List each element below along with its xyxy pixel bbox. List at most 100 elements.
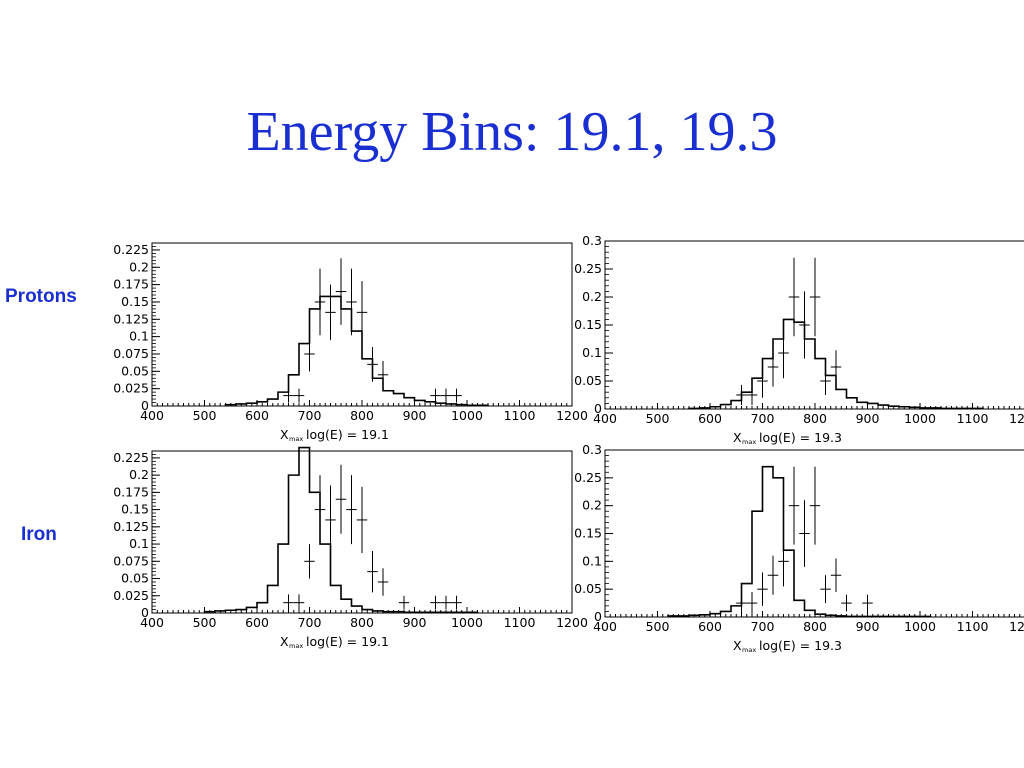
data-point [367, 347, 378, 382]
data-point [440, 595, 452, 610]
x-tick-label: 700 [298, 615, 322, 630]
data-point [862, 594, 873, 612]
data-point [778, 536, 789, 587]
x-axis-label-sub: max [742, 646, 756, 654]
data-point [788, 466, 800, 545]
y-tick-label: 0.25 [574, 470, 602, 485]
x-tick-label: 1100 [504, 408, 536, 423]
x-axis-label-sub: max [742, 438, 756, 446]
slide-title: Energy Bins: 19.1, 19.3 [246, 101, 778, 163]
histogram-chart-protons-19-1: 400 500 600 700 800 900 1000 1100 1200 0 0.025 0.05… [113, 242, 588, 443]
y-tick-label: 0.225 [113, 450, 149, 465]
data-point [304, 336, 315, 372]
y-tick-label: 0 [594, 609, 602, 624]
data-point [809, 257, 821, 337]
y-tick-label: 0.25 [574, 261, 602, 276]
data-point [788, 257, 800, 337]
data-point [820, 367, 831, 395]
x-tick-label: 1000 [904, 619, 936, 634]
x-axis-label-sub: max [289, 435, 303, 443]
y-tick-label: 0.175 [113, 484, 149, 499]
y-tick-label: 0.175 [113, 277, 149, 292]
y-tick-label: 0.225 [113, 242, 149, 257]
x-tick-label: 700 [751, 619, 775, 634]
data-point [841, 594, 852, 612]
y-tick-label: 0.05 [121, 571, 149, 586]
data-point [757, 364, 768, 398]
x-tick-label: 400 [140, 408, 164, 423]
y-tick-label: 0.15 [121, 502, 149, 517]
data-point [736, 384, 747, 406]
y-tick-label: 0.3 [582, 233, 602, 248]
x-tick-label: 800 [803, 619, 827, 634]
x-axis-label-x: X [733, 430, 742, 445]
data-point [778, 327, 789, 379]
y-tick-label: 0.15 [574, 526, 602, 541]
y-tick-label: 0.125 [113, 311, 149, 326]
x-tick-label: 500 [193, 408, 217, 423]
x-tick-label: 800 [350, 408, 374, 423]
y-tick-label: 0.2 [582, 289, 602, 304]
x-tick-label: 800 [350, 615, 374, 630]
panel-iron-19-3: 400 500 600 700 800 900 1000 1100 1200 0 0.05 0.1 0.… [555, 441, 1024, 654]
y-tick-label: 0.075 [113, 553, 149, 568]
data-point [356, 281, 368, 344]
data-point [367, 550, 378, 593]
data-point [335, 464, 347, 534]
data-point [430, 388, 441, 403]
x-axis-label-x: X [280, 634, 289, 649]
data-point [325, 284, 336, 341]
x-tick-label: 700 [751, 411, 775, 426]
x-tick-label: 700 [298, 408, 322, 423]
y-tick-label: 0 [141, 398, 149, 413]
y-tick-label: 0 [594, 401, 602, 416]
x-tick-label: 900 [856, 411, 880, 426]
x-tick-label: 1200 [1009, 411, 1024, 426]
x-tick-label: 1000 [904, 411, 936, 426]
data-point [377, 568, 389, 596]
y-tick-label: 0.15 [574, 317, 602, 332]
x-tick-label: 1100 [957, 411, 989, 426]
histogram-series-line [667, 465, 932, 618]
data-point [830, 350, 842, 384]
x-tick-label: 1200 [1009, 619, 1024, 634]
data-point [430, 595, 441, 610]
y-tick-label: 0.025 [113, 588, 149, 603]
data-point [293, 388, 305, 403]
data-point [314, 268, 326, 336]
data-point [283, 388, 294, 403]
data-point [283, 594, 294, 611]
data-point [377, 360, 389, 389]
y-tick-label: 0.1 [129, 329, 149, 344]
x-tick-label: 900 [403, 408, 427, 423]
x-axis-label-x: X [733, 638, 742, 653]
x-axis-label-rest: log(E) = 19.1 [306, 427, 389, 442]
data-point [799, 291, 810, 359]
x-axis-label-rest: log(E) = 19.1 [306, 634, 389, 649]
x-tick-label: 500 [646, 619, 670, 634]
data-point [799, 500, 810, 567]
row-label-iron: Iron [21, 524, 57, 545]
data-point [746, 384, 758, 406]
y-tick-label: 0.075 [113, 346, 149, 361]
data-point [304, 544, 315, 579]
y-tick-label: 0.2 [582, 498, 602, 513]
panel-protons-19-1: 400 500 600 700 800 900 1000 1100 1200 0 0.025 0.05… [100, 236, 588, 448]
data-point [398, 595, 410, 610]
histogram-series-line [203, 446, 479, 614]
y-tick-label: 0.1 [129, 536, 149, 551]
x-tick-label: 600 [698, 411, 722, 426]
x-tick-label: 600 [245, 408, 269, 423]
y-tick-label: 0.15 [121, 294, 149, 309]
y-tick-label: 0.125 [113, 519, 149, 534]
x-tick-label: 1100 [504, 615, 536, 630]
histogram-series-line [224, 295, 489, 407]
panel-protons-19-3: 400 500 600 700 800 900 1000 1100 1200 0 0.05 0.1 0.… [555, 232, 1024, 447]
x-tick-label: 1000 [451, 615, 483, 630]
data-point [767, 347, 779, 387]
x-tick-label: 900 [403, 615, 427, 630]
x-tick-label: 400 [593, 411, 617, 426]
histogram-chart-iron-19-3: 400 500 600 700 800 900 1000 1100 1200 0 0.05 0.1 0.… [574, 442, 1024, 654]
y-tick-label: 0 [141, 605, 149, 620]
